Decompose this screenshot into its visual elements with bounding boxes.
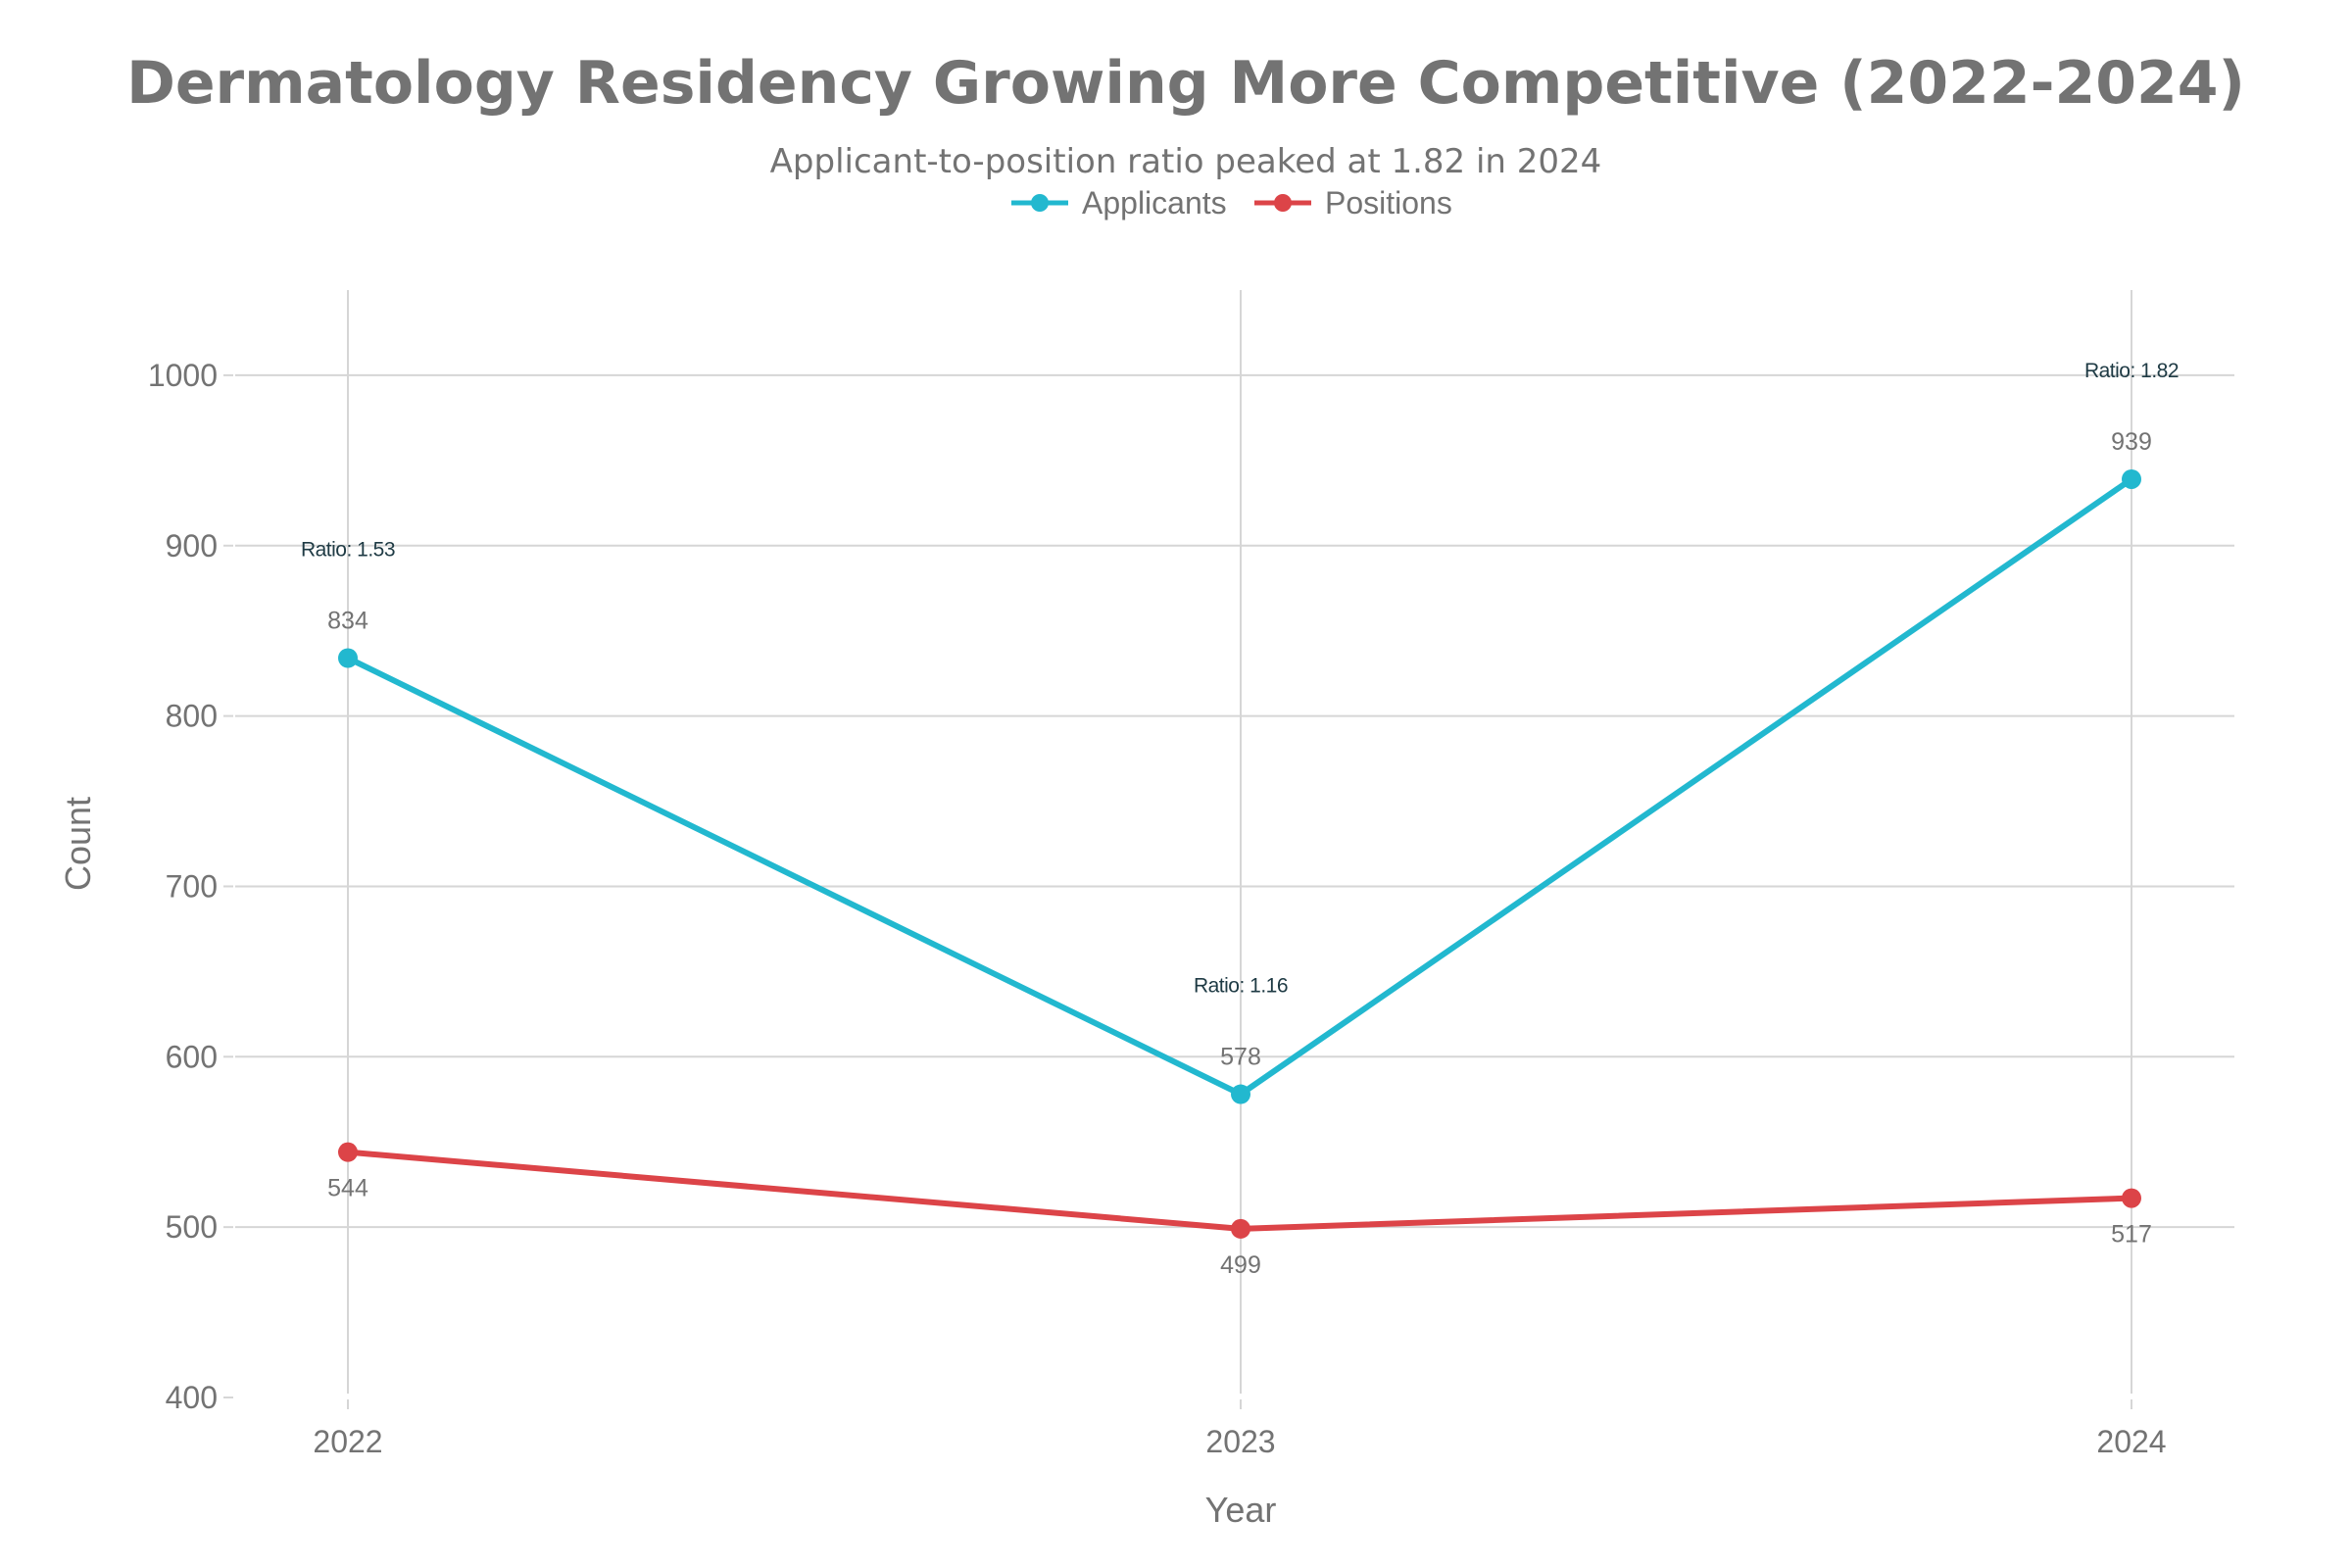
legend-label-positions: Positions	[1325, 185, 1452, 220]
data-point-positions[interactable]	[338, 1142, 358, 1162]
chart-subtitle: Applicant-to-position ratio peaked at 1.…	[770, 142, 1602, 181]
data-point-applicants[interactable]	[2122, 468, 2141, 489]
legend-label-applicants: Applicants	[1082, 185, 1227, 220]
x-tick-label: 2022	[313, 1424, 382, 1459]
legend-item-applicants[interactable]: Applicants	[1011, 185, 1227, 220]
x-tick-label: 2023	[1205, 1424, 1275, 1459]
legend-marker-positions	[1274, 194, 1292, 212]
y-tick-label: 400	[166, 1380, 218, 1415]
y-tick-label: 700	[166, 868, 218, 904]
series-layer	[338, 468, 2141, 1239]
chart-title: Dermatology Residency Growing More Compe…	[126, 49, 2245, 118]
data-point-positions[interactable]	[2122, 1188, 2141, 1208]
ratio-annotation: Ratio: 1.82	[2084, 360, 2179, 382]
data-label-applicants: 939	[2111, 428, 2152, 456]
y-tick-label: 500	[166, 1209, 218, 1245]
y-axis-title: Count	[58, 797, 98, 891]
data-label-applicants: 834	[327, 608, 368, 635]
axis-layer: 400 500 600 700 800 900 1000 2022 2023 2024	[148, 358, 2167, 1459]
data-label-applicants: 578	[1220, 1044, 1261, 1071]
data-point-applicants[interactable]	[1231, 1084, 1250, 1104]
y-tick-label: 600	[166, 1039, 218, 1074]
data-point-applicants[interactable]	[338, 648, 358, 668]
x-tick-label: 2024	[2096, 1424, 2166, 1459]
ratio-annotation: Ratio: 1.53	[301, 539, 395, 562]
x-axis-title: Year	[1205, 1490, 1277, 1530]
data-label-positions: 517	[2111, 1221, 2152, 1249]
data-point-positions[interactable]	[1231, 1218, 1250, 1239]
y-tick-label: 1000	[148, 358, 218, 393]
grid-layer	[235, 290, 2234, 1394]
legend: Applicants Positions	[1011, 185, 1452, 220]
label-layer: 834 578 939 544 499 517 Ratio: 1.53 Ratio: 1.16…	[301, 360, 2180, 1279]
y-tick-label: 900	[166, 528, 218, 564]
legend-item-positions[interactable]: Positions	[1254, 185, 1452, 220]
ratio-annotation: Ratio: 1.16	[1194, 975, 1288, 998]
data-label-positions: 544	[327, 1175, 368, 1202]
legend-marker-applicants	[1031, 194, 1049, 212]
data-label-positions: 499	[1220, 1251, 1261, 1279]
y-tick-label: 800	[166, 699, 218, 734]
